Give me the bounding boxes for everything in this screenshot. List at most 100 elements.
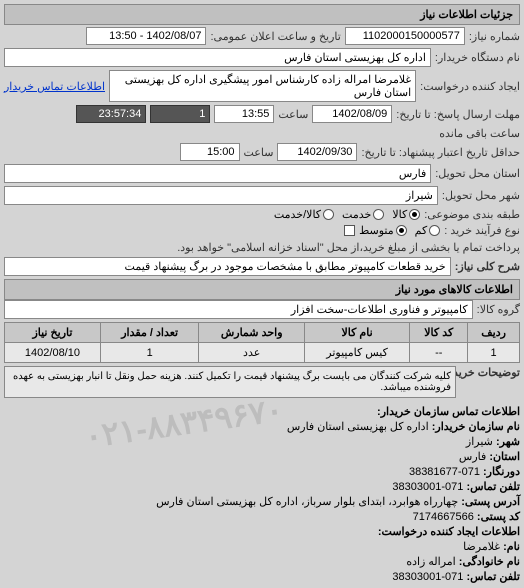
requester-contact-title: اطلاعات ایجاد کننده درخواست:	[4, 524, 520, 539]
val-family: امراله زاده	[406, 556, 455, 568]
val-phone: 071-38303001	[392, 571, 463, 583]
label-goods-group: گروه کالا:	[477, 303, 520, 316]
label-deadline: مهلت ارسال پاسخ: تا تاریخ:	[396, 108, 520, 121]
form-section: شماره نیاز: 1102000150000577 تاریخ و ساع…	[4, 27, 520, 584]
row-city: شهر محل تحویل: شیراز	[4, 186, 520, 205]
classification-radio-group: کالا خدمت کالا/خدمت	[274, 208, 420, 221]
label-name: نام:	[503, 541, 520, 553]
contact-fax-row: دورنگار: 071-38381677	[4, 464, 520, 479]
radio-goods-service-icon	[323, 209, 334, 220]
field-subject: خرید قطعات کامپیوتر مطابق با مشخصات موجو…	[4, 257, 451, 276]
radio-service-label: خدمت	[342, 208, 371, 221]
label-phone: تلفن تماس:	[466, 571, 520, 583]
radio-low-label: کم	[415, 224, 428, 237]
th-qty: تعداد / مقدار	[100, 323, 199, 343]
field-public-datetime: 1402/08/07 - 13:50	[86, 27, 206, 45]
th-name: نام کالا	[304, 323, 409, 343]
label-buyer-dev: نام دستگاه خریدار:	[435, 51, 520, 64]
contact-org-row: نام سازمان خریدار: اداره کل بهزیستی استا…	[4, 419, 520, 434]
label-family: نام خانوادگی:	[459, 556, 520, 568]
radio-mid-label: متوسط	[359, 224, 394, 237]
label-notes: توضیحات خریدار:	[460, 366, 520, 379]
contact-addr-row: آدرس پستی: چهارراه هوابرد، ابتدای بلوار …	[4, 494, 520, 509]
label-remaining: ساعت باقی مانده	[439, 127, 520, 140]
label-classification: طبقه بندی موضوعی:	[424, 208, 520, 221]
row-requester: ایجاد کننده درخواست: غلامرضا امراله زاده…	[4, 70, 520, 102]
table-header-row: ردیف کد کالا نام کالا واحد شمارش تعداد /…	[5, 323, 520, 343]
td-unit: عدد	[199, 343, 304, 363]
label-requester: ایجاد کننده درخواست:	[420, 80, 520, 93]
td-code: --	[410, 343, 468, 363]
label-org: نام سازمان خریدار:	[432, 421, 520, 433]
radio-goods-service-label: کالا/خدمت	[274, 208, 321, 221]
radio-goods-icon	[409, 209, 420, 220]
main-container: جزئیات اطلاعات نیاز شماره نیاز: 11020001…	[0, 0, 524, 588]
val-addr: چهارراه هوابرد، ابتدای بلوار سرباز، ادار…	[156, 496, 458, 508]
field-deadline-date: 1402/08/09	[312, 105, 392, 123]
label-validity: حداقل تاریخ اعتبار پیشنهاد: تا تاریخ:	[361, 146, 520, 159]
th-code: کد کالا	[410, 323, 468, 343]
contact-title: اطلاعات تماس سازمان خریدار:	[4, 404, 520, 419]
row-buyer-org: نام دستگاه خریدار: اداره کل بهزیستی استا…	[4, 48, 520, 67]
label-public-datetime: تاریخ و ساعت اعلان عمومی:	[210, 30, 340, 43]
treasury-note: پرداخت تمام یا بخشی از مبلغ خرید،از محل …	[177, 241, 520, 254]
field-goods-group: کامپیوتر و فناوری اطلاعات-سخت افزار	[4, 300, 473, 319]
goods-table: ردیف کد کالا نام کالا واحد شمارش تعداد /…	[4, 322, 520, 363]
field-niaz-no: 1102000150000577	[345, 27, 465, 45]
row-validity: حداقل تاریخ اعتبار پیشنهاد: تا تاریخ: 14…	[4, 143, 520, 161]
contact-city-row: شهر: شیراز	[4, 434, 520, 449]
row-notes: توضیحات خریدار: کلیه شرکت کنندگان می بای…	[4, 366, 520, 398]
label-fax: دورنگار:	[483, 466, 520, 478]
row-classification: طبقه بندی موضوعی: کالا خدمت کالا/خدمت	[4, 208, 520, 221]
contact-phone-row: تلفن تماس: 071-38303001	[4, 569, 520, 584]
label-addr: آدرس پستی:	[461, 496, 520, 508]
title-bar: جزئیات اطلاعات نیاز	[4, 4, 520, 25]
contact-prov-row: استان: فارس	[4, 449, 520, 464]
radio-goods[interactable]: کالا	[392, 208, 420, 221]
label-city: شهر محل تحویل:	[442, 189, 520, 202]
td-qty: 1	[100, 343, 199, 363]
val-contact-prov: فارس	[459, 451, 486, 463]
field-province: فارس	[4, 164, 431, 183]
field-buyer-dev: اداره کل بهزیستی استان فارس	[4, 48, 431, 67]
contact-family-row: نام خانوادگی: امراله زاده	[4, 554, 520, 569]
val-tel: 071-38303001	[392, 481, 463, 493]
contact-name-row: نام: غلامرضا	[4, 539, 520, 554]
field-remaining: 23:57:34	[76, 105, 146, 123]
row-goods-group: گروه کالا: کامپیوتر و فناوری اطلاعات-سخت…	[4, 300, 520, 319]
label-niaz-no: شماره نیاز:	[469, 30, 520, 43]
contact-section: ۰۲۱-۸۸۳۴۹۶۷۰ اطلاعات تماس سازمان خریدار:…	[4, 404, 520, 584]
val-org: اداره کل بهزیستی استان فارس	[287, 421, 429, 433]
notes-box: کلیه شرکت کنندگان می بایست برگ پیشنهاد ق…	[4, 366, 456, 398]
th-row: ردیف	[468, 323, 520, 343]
radio-mid[interactable]: متوسط	[359, 224, 407, 237]
radio-goods-service[interactable]: کالا/خدمت	[274, 208, 334, 221]
row-buy-type: نوع فرآیند خرید : کم متوسط پرداخت تمام ی…	[4, 224, 520, 254]
field-city: شیراز	[4, 186, 438, 205]
radio-low[interactable]: کم	[415, 224, 441, 237]
label-tel: تلفن تماس:	[466, 481, 520, 493]
buy-type-radio-group: کم متوسط	[359, 224, 440, 237]
label-validity-time: ساعت	[244, 146, 274, 159]
field-requester: غلامرضا امراله زاده کارشناس امور پیشگیری…	[109, 70, 416, 102]
th-unit: واحد شمارش	[199, 323, 304, 343]
label-contact-city: شهر:	[496, 436, 520, 448]
row-niaz-number: شماره نیاز: 1102000150000577 تاریخ و ساع…	[4, 27, 520, 45]
field-deadline-time: 13:55	[214, 105, 274, 123]
label-deadline-time: ساعت	[278, 108, 308, 121]
buyer-contact-link[interactable]: اطلاعات تماس خریدار	[4, 80, 105, 93]
th-date: تاریخ نیاز	[5, 323, 101, 343]
label-zip: کد پستی:	[477, 511, 520, 523]
goods-section-title: اطلاعات کالاهای مورد نیاز	[4, 279, 520, 300]
radio-low-icon	[429, 225, 440, 236]
row-subject: شرح کلی نیاز: خرید قطعات کامپیوتر مطابق …	[4, 257, 520, 276]
field-validity-date: 1402/09/30	[277, 143, 357, 161]
td-row: 1	[468, 343, 520, 363]
val-zip: 7174667566	[413, 511, 474, 523]
radio-service[interactable]: خدمت	[342, 208, 384, 221]
table-row: 1 -- کیس کامپیوتر عدد 1 1402/08/10	[5, 343, 520, 363]
td-name: کیس کامپیوتر	[304, 343, 409, 363]
label-province: استان محل تحویل:	[435, 167, 520, 180]
contact-tel-row: تلفن تماس: 071-38303001	[4, 479, 520, 494]
treasury-checkbox[interactable]	[344, 225, 355, 236]
